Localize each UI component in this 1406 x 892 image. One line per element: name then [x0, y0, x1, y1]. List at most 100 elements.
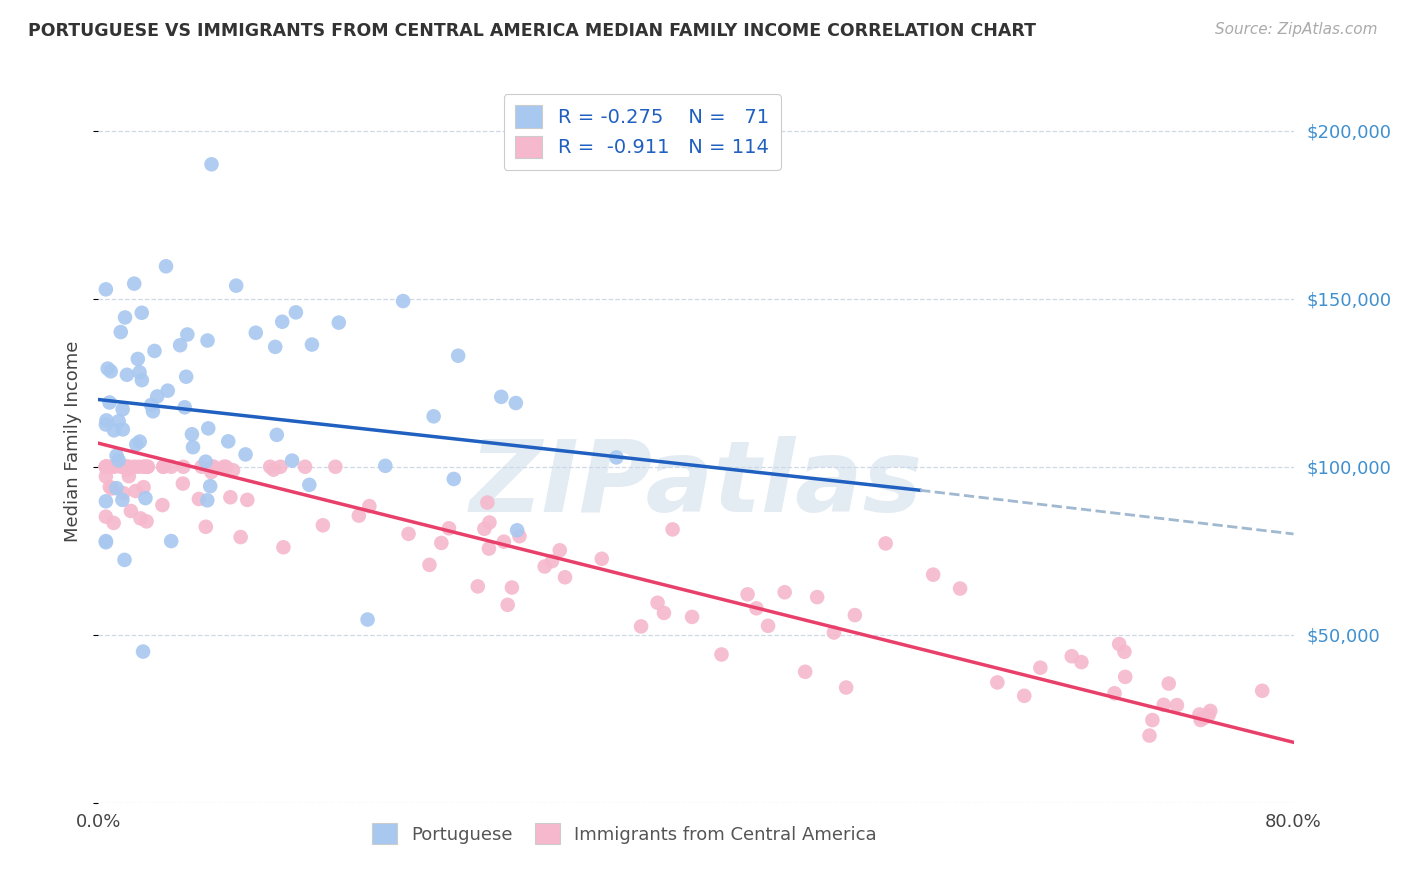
Point: [134, 459, 156, 474]
Point: [215, 459, 238, 474]
Point: [128, 434, 150, 449]
Point: [97, 361, 120, 376]
Point: [794, 665, 817, 679]
Point: [467, 579, 489, 593]
Point: [496, 598, 519, 612]
Point: [356, 613, 378, 627]
Point: [200, 465, 222, 479]
Point: [437, 521, 460, 535]
Point: [152, 498, 174, 512]
Point: [986, 675, 1008, 690]
Point: [737, 587, 759, 601]
Point: [156, 384, 179, 398]
Point: [591, 551, 613, 566]
Point: [187, 491, 209, 506]
Point: [478, 541, 501, 556]
Point: [263, 463, 285, 477]
Point: [160, 459, 183, 474]
Point: [94, 459, 117, 474]
Point: [398, 526, 420, 541]
Point: [1012, 689, 1035, 703]
Point: [922, 567, 945, 582]
Point: [124, 483, 146, 498]
Point: [122, 277, 145, 291]
Point: [1104, 686, 1126, 700]
Point: [430, 536, 453, 550]
Point: [225, 278, 247, 293]
Point: [229, 530, 252, 544]
Point: [269, 459, 291, 474]
Point: [114, 459, 136, 474]
Point: [94, 417, 117, 432]
Point: [114, 459, 136, 474]
Point: [756, 619, 779, 633]
Point: [222, 463, 245, 477]
Point: [172, 459, 194, 474]
Point: [501, 581, 523, 595]
Text: ZIPatlas: ZIPatlas: [470, 436, 922, 533]
Point: [949, 582, 972, 596]
Point: [97, 459, 120, 474]
Point: [94, 469, 117, 483]
Point: [661, 523, 683, 537]
Point: [506, 523, 529, 537]
Point: [478, 516, 501, 530]
Point: [773, 585, 796, 599]
Point: [541, 554, 564, 568]
Point: [259, 459, 281, 474]
Point: [111, 422, 134, 436]
Point: [1194, 711, 1216, 725]
Point: [94, 494, 117, 508]
Point: [132, 480, 155, 494]
Point: [823, 625, 845, 640]
Point: [103, 423, 125, 437]
Point: [235, 447, 257, 461]
Point: [131, 373, 153, 387]
Point: [143, 343, 166, 358]
Point: [100, 459, 122, 474]
Point: [110, 459, 132, 474]
Point: [174, 369, 197, 384]
Point: [1166, 698, 1188, 712]
Point: [197, 421, 219, 435]
Point: [273, 541, 295, 555]
Point: [212, 459, 235, 474]
Point: [1198, 708, 1220, 723]
Point: [117, 463, 139, 477]
Point: [169, 338, 191, 352]
Point: [806, 590, 828, 604]
Point: [447, 349, 470, 363]
Point: [312, 518, 335, 533]
Point: [1188, 707, 1211, 722]
Point: [152, 459, 174, 474]
Point: [141, 398, 163, 412]
Point: [554, 570, 576, 584]
Point: [1199, 704, 1222, 718]
Point: [100, 364, 122, 378]
Point: [152, 459, 174, 474]
Point: [392, 294, 415, 309]
Point: [195, 493, 218, 508]
Point: [128, 365, 150, 379]
Point: [472, 522, 495, 536]
Point: [1114, 670, 1136, 684]
Point: [94, 535, 117, 549]
Point: [94, 509, 117, 524]
Point: [173, 401, 195, 415]
Point: [110, 325, 132, 339]
Point: [652, 606, 675, 620]
Point: [94, 534, 117, 549]
Point: [94, 459, 117, 474]
Point: [105, 449, 128, 463]
Point: [172, 476, 194, 491]
Point: [94, 282, 117, 296]
Point: [181, 440, 204, 454]
Point: [1251, 683, 1274, 698]
Point: [1142, 713, 1164, 727]
Point: [201, 459, 224, 474]
Point: [264, 340, 287, 354]
Point: [135, 459, 157, 474]
Point: [492, 534, 515, 549]
Point: [219, 490, 242, 504]
Point: [422, 409, 444, 424]
